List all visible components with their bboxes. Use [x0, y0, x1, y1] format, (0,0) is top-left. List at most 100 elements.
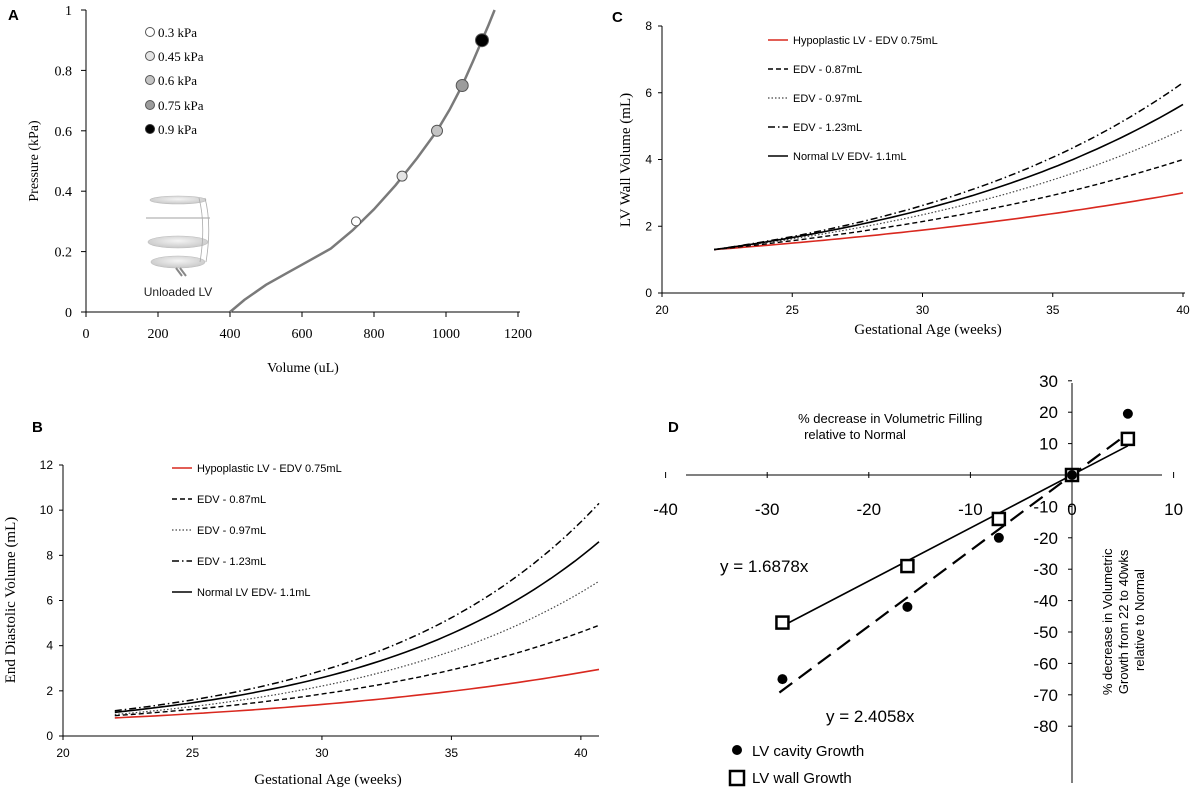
panel-c-legend-label: Normal LV EDV- 1.1mL	[793, 151, 907, 163]
panel-d-y-label-line-3: relative to Normal	[1132, 569, 1147, 671]
panel-d-y-tick-label: -10	[1033, 497, 1058, 516]
panel-b-y-tick-label: 2	[46, 684, 53, 698]
panel-d-y-tick-label: -40	[1033, 592, 1058, 611]
cavity-growth-point	[777, 674, 788, 685]
panel-d-y-label-line-2: Growth from 22 to 40wks	[1116, 549, 1131, 694]
panel-d-y-tick-label: 20	[1039, 403, 1058, 422]
panel-c-series-line	[714, 158, 1184, 251]
panel-a-x-tick-label: 1000	[432, 327, 460, 342]
panel-letter-a: A	[8, 7, 19, 24]
pressure-marker	[475, 33, 489, 48]
legend-marker-0-6	[145, 75, 155, 85]
panel-b-series-line	[114, 502, 600, 712]
panel-c-series-line	[713, 103, 1184, 251]
cavity-growth-point	[1122, 408, 1133, 419]
panel-d-x-tick-label: 0	[1067, 500, 1076, 519]
legend-label-wall: LV wall Growth	[752, 770, 852, 787]
legend-marker-0-75	[145, 100, 155, 110]
legend-label-0-9: 0.9 kPa	[158, 122, 197, 137]
legend-label-cavity: LV cavity Growth	[752, 743, 864, 760]
panel-d-y-tick-label: -50	[1033, 623, 1058, 642]
panel-a-x-tick-label: 600	[292, 327, 313, 342]
panel-b-series-line	[114, 580, 600, 716]
fit-label-cavity: y = 2.4058x	[826, 707, 915, 726]
legend-marker-0-9	[145, 124, 155, 134]
panel-d-x-tick-label: 10	[1164, 500, 1183, 519]
panel-b-x-tick-label: 20	[56, 746, 70, 760]
panel-d-y-tick-label: 10	[1039, 435, 1058, 454]
panel-c-x-tick-label: 25	[786, 303, 800, 317]
lv-slice-icon	[147, 235, 209, 249]
panel-c-x-tick-label: 35	[1046, 303, 1060, 317]
panel-b-x-tick-label: 35	[445, 746, 459, 760]
panel-d-x-tick-label: -10	[958, 500, 983, 519]
panel-a: 0 200 400 600 800 1000 1200 0 0.2 0.4 0.6 0.8 1 Volu…	[27, 4, 532, 376]
panel-d-x-label: % decrease in Volumetric Filling relativ…	[798, 411, 986, 442]
wall-growth-point	[991, 511, 1007, 527]
panel-b-legend-label: EDV - 1.23mL	[197, 556, 266, 568]
panel-c-y-tick-label: 8	[645, 19, 652, 33]
panel-b-x-tick-label: 25	[186, 746, 200, 760]
panel-d: -40 -30 -20 -10 0 10 30 20 10 -10 -20 -30 -40 -50 -60 -…	[653, 372, 1183, 787]
wall-growth-point	[900, 558, 915, 574]
panel-c-series-line	[714, 192, 1184, 251]
legend-marker-cavity	[732, 745, 742, 755]
panel-a-x-tick-label: 1200	[504, 327, 532, 342]
panel-a-y-tick-label: 0.2	[55, 246, 73, 261]
pressure-marker	[431, 124, 443, 137]
panel-d-x-tick-label: -30	[755, 500, 780, 519]
panel-a-x-tick-label: 200	[148, 327, 169, 342]
panel-a-x-tick-label: 0	[83, 327, 90, 342]
panel-b-y-tick-label: 8	[46, 548, 53, 562]
panel-b-y-tick-label: 4	[46, 639, 53, 653]
lv-slice-icon	[149, 195, 207, 205]
panel-b-y-tick-label: 6	[46, 594, 53, 608]
panel-a-y-tick-label: 1	[65, 4, 72, 19]
panel-d-y-tick-label: 30	[1039, 372, 1058, 391]
lv-wall-icon	[198, 197, 204, 263]
panel-d-y-label-line-1: % decrease in Volumetric	[1100, 548, 1115, 695]
panel-d-y-label: % decrease in Volumetric Growth from 22 …	[1100, 545, 1147, 695]
legend-marker-wall	[728, 769, 746, 787]
panel-c-x-tick-label: 20	[655, 303, 669, 317]
panel-c-x-tick-label: 40	[1176, 303, 1190, 317]
lv-wall-icon	[204, 197, 210, 263]
panel-c-legend-label: Hypoplastic LV - EDV 0.75mL	[793, 35, 938, 47]
panel-b-legend-label: Normal LV EDV- 1.1mL	[197, 587, 311, 599]
panel-b-legend-label: EDV - 0.87mL	[197, 494, 266, 506]
lv-apex-icon	[175, 267, 187, 277]
panel-c-legend-label: EDV - 1.23mL	[793, 122, 862, 134]
unloaded-lv-inset: Unloaded LV	[144, 195, 212, 299]
cavity-growth-point	[993, 532, 1004, 543]
panel-letter-d: D	[668, 419, 679, 436]
panel-b-x-tick-label: 40	[574, 746, 588, 760]
legend-label-0-45: 0.45 kPa	[158, 49, 204, 64]
panel-b-series-line	[114, 624, 600, 717]
panel-c-series-line	[714, 128, 1184, 251]
cavity-growth-point	[902, 601, 913, 612]
panel-b-series-line	[114, 541, 600, 714]
legend-label-0-75: 0.75 kPa	[158, 98, 204, 113]
panel-d-x-label-line-2: relative to Normal	[804, 427, 906, 442]
panel-b-legend-label: EDV - 0.97mL	[197, 525, 266, 537]
panel-c-series-line	[713, 82, 1184, 251]
panel-b-series-line	[114, 668, 600, 719]
panel-a-x-label: Volume (uL)	[267, 361, 339, 376]
pressure-marker	[351, 216, 361, 227]
panel-b-y-tick-label: 0	[46, 729, 53, 743]
panel-c-legend-label: EDV - 0.87mL	[793, 64, 862, 76]
panel-letter-b: B	[32, 419, 43, 436]
wall-growth-point	[1120, 431, 1136, 447]
panel-b-y-tick-label: 12	[40, 458, 54, 472]
legend-label-0-6: 0.6 kPa	[158, 73, 197, 88]
panel-a-y-tick-label: 0.8	[55, 64, 73, 79]
panel-letter-c: C	[612, 9, 623, 26]
legend-label-0-3: 0.3 kPa	[158, 25, 197, 40]
pressure-volume-curve	[229, 9, 496, 313]
pressure-marker	[455, 79, 469, 92]
wall-growth-point	[775, 615, 790, 630]
panel-d-y-tick-label: -70	[1033, 686, 1058, 705]
panel-d-y-tick-label: -60	[1033, 654, 1058, 673]
panel-a-x-tick-label: 400	[220, 327, 241, 342]
